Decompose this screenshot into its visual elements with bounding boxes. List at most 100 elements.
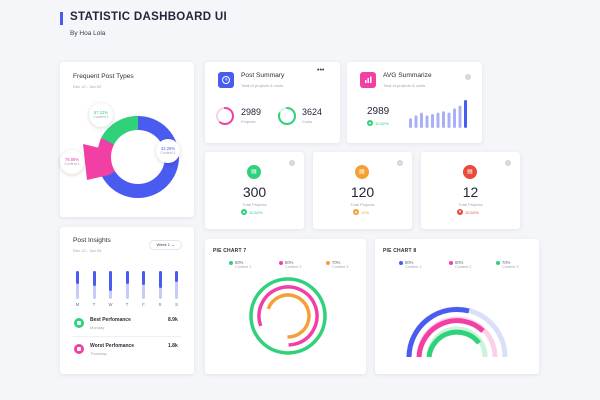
- arrow-up-icon: ▲: [367, 120, 373, 126]
- stat-info-icon[interactable]: i: [397, 160, 403, 166]
- avg-subtitle: Total of projects & costs: [383, 83, 426, 88]
- avg-bar: [447, 112, 451, 128]
- frequent-donut-chart: [83, 115, 179, 198]
- legend-dot: [279, 260, 283, 265]
- day-bar-track: [175, 271, 178, 299]
- more-options-icon[interactable]: •••: [317, 67, 325, 74]
- worst-performance-icon: [74, 344, 84, 354]
- day-bar-fill: [158, 271, 162, 288]
- page-author: By Hoa Lola: [70, 30, 106, 37]
- stat-label: Total Projects: [458, 202, 483, 207]
- donut-seg-pink-outer: [83, 144, 138, 180]
- best-value: 8.9k: [168, 317, 178, 323]
- bubble-pink[interactable]: 78.89% Content 1: [60, 150, 84, 174]
- avg-chart-icon: [360, 72, 376, 88]
- avg-summarize-card[interactable]: AVG Summarize Total of projects & costs …: [347, 62, 482, 143]
- pie7-rings-chart: [249, 277, 327, 355]
- day-bar-fill: [125, 271, 129, 284]
- frequent-post-types-card[interactable]: Frequent Post Types Dec 12 - Jan 02 57.1…: [60, 62, 194, 217]
- avg-bar: [409, 118, 412, 128]
- avg-info-icon[interactable]: i: [465, 74, 471, 80]
- stat-card-green[interactable]: i ▤ 300 Total Projects ▲ 10.52%: [205, 152, 304, 229]
- ring-orange: [265, 293, 311, 339]
- day-label: S: [158, 302, 162, 307]
- day-bar-fill: [175, 271, 178, 283]
- stat-change: ▼ 10.52%: [457, 209, 479, 215]
- stat-number: 120: [350, 184, 375, 200]
- arrow-up-icon: ▲: [353, 209, 359, 215]
- avg-bar: [425, 115, 429, 128]
- avg-bar: [453, 108, 456, 128]
- post-summary-icon: [218, 72, 234, 88]
- document-icon: ▤: [247, 165, 261, 179]
- day-label: M: [75, 302, 80, 307]
- legend-dot: [399, 260, 403, 265]
- insights-title: Post Insights: [73, 237, 111, 244]
- legend-dot: [229, 260, 233, 265]
- document-icon: ▤: [355, 165, 369, 179]
- stat-info-icon[interactable]: i: [289, 160, 295, 166]
- worst-value: 1.8k: [168, 343, 178, 349]
- avg-bar: [442, 111, 445, 128]
- legend-dot: [496, 260, 500, 265]
- day-bar-track: [125, 271, 129, 299]
- avg-bars-chart: [409, 100, 467, 128]
- day-bar-fill: [142, 271, 145, 285]
- document-icon: ▤: [463, 165, 477, 179]
- projects-ring: [216, 107, 234, 125]
- insights-date: Dec 12 - Jan 03: [73, 248, 102, 253]
- bubble-green[interactable]: 57.12% Content 1: [89, 103, 113, 127]
- stat-change: ▲ 10%: [353, 209, 370, 215]
- costs-label: Costs: [302, 119, 313, 124]
- projects-value: 2989: [241, 107, 262, 117]
- avg-bar: [464, 100, 467, 128]
- arc-pink: [416, 318, 485, 358]
- post-summary-card[interactable]: Post Summary Total of projects & costs •…: [205, 62, 340, 143]
- avg-bar: [431, 114, 434, 128]
- pie8-arcs-chart: [406, 306, 508, 358]
- best-performance-icon: [74, 318, 84, 328]
- day-bar-fill: [109, 271, 112, 291]
- frequent-date: Dec 12 - Jan 02: [73, 84, 102, 89]
- avg-bar: [414, 115, 418, 128]
- day-label: T: [125, 302, 129, 307]
- stat-card-orange[interactable]: i ▤ 120 Total Projects ▲ 10%: [313, 152, 412, 229]
- pie8-legend-2: 80% Content 2: [449, 260, 471, 269]
- pie7-legend-2: 80% Content 2: [279, 260, 301, 269]
- donut-hole: [111, 130, 165, 184]
- avg-change: ▲ 10.52%: [367, 120, 389, 126]
- pie7-legend-1: 60% Content 1: [229, 260, 251, 269]
- post-summary-subtitle: Total of projects & costs: [241, 83, 284, 88]
- stat-number: 12: [462, 184, 479, 200]
- stat-info-icon[interactable]: i: [505, 160, 511, 166]
- pie-chart-7-card[interactable]: PIE CHART 7 60% Content 1 80% Content 2 70…: [205, 239, 366, 374]
- avg-bar: [436, 112, 440, 128]
- ring-green: [249, 277, 327, 355]
- stat-card-red[interactable]: i ▤ 12 Total Projects ▼ 10.52%: [421, 152, 520, 229]
- header-accent-bar: [60, 12, 63, 25]
- day-bar-track: [142, 271, 145, 299]
- arrow-down-icon: ▼: [457, 209, 463, 215]
- best-label: Best Perfomance: [90, 317, 131, 323]
- costs-value: 3624: [302, 107, 323, 117]
- costs-ring: [278, 107, 296, 125]
- day-label: F: [142, 302, 145, 307]
- arc-blue: [406, 306, 470, 358]
- arc-green: [426, 329, 481, 358]
- week-select[interactable]: Week 1 ⌄: [149, 240, 182, 250]
- stat-number: 300: [242, 184, 267, 200]
- ring-pink: [257, 285, 319, 347]
- pie8-title: PIE CHART 8: [383, 248, 417, 254]
- post-insights-card[interactable]: Post Insights Dec 12 - Jan 03 M T W T F S S Be…: [60, 227, 194, 374]
- projects-label: Projects: [241, 119, 256, 124]
- pie-chart-8-card[interactable]: PIE CHART 8 60% Content 1 80% Content 2 70…: [375, 239, 539, 374]
- avg-title: AVG Summarize: [383, 72, 432, 79]
- worst-label: Worst Perfomance: [90, 343, 135, 349]
- bubble-blue[interactable]: 42.26% Content 1: [156, 139, 180, 163]
- legend-dot: [326, 260, 330, 265]
- legend-dot: [449, 260, 453, 265]
- pie8-legend-3: 70% Content 3: [496, 260, 518, 269]
- stat-label: Total Projects: [350, 202, 375, 207]
- chevron-down-icon: ⌄: [171, 242, 175, 247]
- pie7-title: PIE CHART 7: [213, 248, 247, 254]
